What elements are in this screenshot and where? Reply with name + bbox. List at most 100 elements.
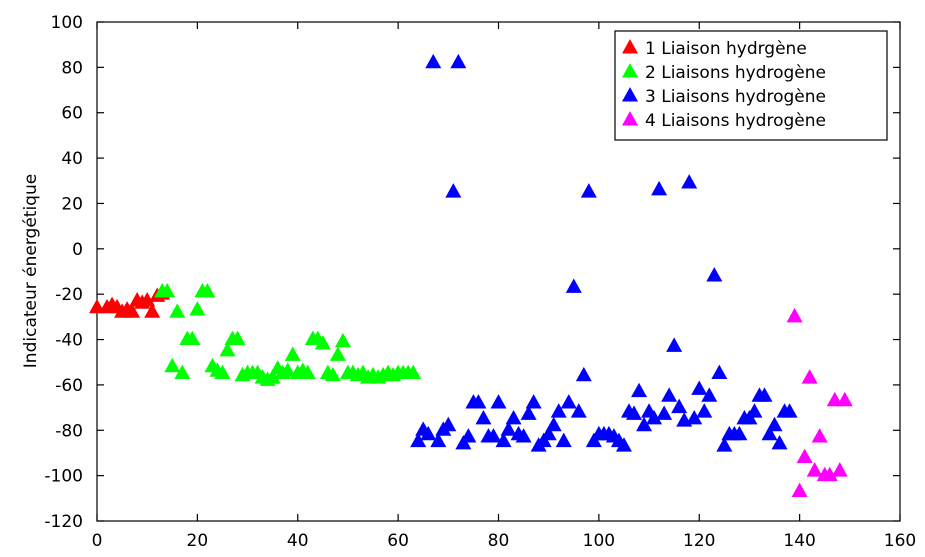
x-tick-label: 0 — [92, 531, 103, 551]
data-point-series-3 — [661, 387, 678, 402]
data-point-series-3 — [691, 380, 708, 395]
y-tick-label: -40 — [55, 331, 83, 351]
data-point-series-4 — [791, 482, 808, 497]
data-point-series-2 — [229, 330, 246, 346]
data-point-series-3 — [545, 416, 562, 432]
data-point-series-3 — [696, 403, 713, 418]
data-point-series-3 — [756, 387, 773, 402]
y-tick-labels: -120 -100 -80 -60 -40 -20 0 20 40 60 80 100 — [44, 13, 83, 532]
x-tick-label: 40 — [287, 531, 309, 551]
legend-label: 1 Liaison hydrgène — [645, 39, 807, 59]
data-point-series-3 — [445, 183, 462, 198]
data-point-series-3 — [781, 403, 798, 418]
x-tick-label: 120 — [683, 531, 715, 551]
data-point-series-3 — [430, 432, 447, 448]
data-point-series-2 — [324, 366, 341, 382]
x-tick-label: 60 — [387, 531, 409, 551]
data-point-series-2 — [189, 301, 206, 316]
data-point-series-3 — [575, 366, 592, 382]
y-tick-label: -80 — [55, 421, 83, 441]
data-point-series-3 — [636, 416, 653, 432]
data-point-series-3 — [450, 53, 467, 69]
x-tick-label: 160 — [884, 531, 916, 551]
legend-label: 2 Liaisons hydrogène — [645, 63, 826, 83]
legend-marker — [622, 111, 638, 126]
data-point-series-1 — [144, 303, 161, 318]
data-point-series-3 — [651, 180, 668, 196]
data-point-series-4 — [831, 462, 848, 477]
data-point-series-2 — [279, 362, 296, 377]
tick-marks — [96, 21, 901, 522]
data-point-series-3 — [671, 398, 688, 414]
data-point-series-3 — [500, 421, 517, 436]
legend-box — [614, 30, 888, 141]
legend-marker — [622, 87, 638, 102]
data-point-series-1 — [89, 298, 105, 314]
data-point-series-3 — [666, 337, 683, 352]
data-point-series-3 — [515, 428, 532, 443]
data-point-series-4 — [786, 307, 803, 323]
data-point-series-3 — [565, 278, 582, 293]
y-tick-label: -120 — [44, 512, 83, 532]
data-point-series-4 — [801, 369, 818, 384]
data-point-series-4 — [826, 391, 843, 407]
data-point-series-3 — [560, 394, 577, 409]
data-point-series-3 — [711, 364, 728, 380]
data-point-series-3 — [490, 394, 507, 409]
data-point-series-2 — [164, 357, 181, 373]
data-point-series-3 — [771, 434, 788, 450]
y-tick-label: 100 — [51, 13, 83, 33]
data-point-series-3 — [475, 410, 492, 425]
data-point-series-1 — [124, 303, 141, 318]
data-point-series-3 — [656, 405, 673, 420]
data-point-series-2 — [299, 364, 316, 380]
data-point-series-2 — [219, 341, 236, 357]
data-point-series-1 — [139, 292, 156, 307]
data-point-series-2 — [264, 369, 281, 384]
data-point-series-3 — [580, 183, 597, 198]
data-point-series-3 — [525, 394, 542, 409]
data-point-series-3 — [701, 387, 718, 402]
data-point-series-2 — [214, 364, 231, 380]
y-tick-label: -60 — [55, 376, 83, 396]
data-point-series-3 — [485, 428, 502, 443]
y-tick-label: 60 — [61, 104, 83, 124]
data-point-series-3 — [410, 432, 427, 448]
data-point-series-4 — [821, 466, 838, 482]
legend-label: 4 Liaisons hydrogène — [645, 111, 826, 131]
y-axis-title: Indicateur énergétique — [21, 174, 41, 368]
data-point-series-3 — [681, 174, 698, 189]
data-point-series-3 — [731, 425, 748, 441]
x-tick-label: 80 — [488, 531, 510, 551]
data-point-series-2 — [169, 303, 186, 318]
data-point-series-2 — [284, 346, 301, 361]
y-tick-label: 80 — [61, 58, 83, 78]
data-point-series-3 — [470, 394, 487, 409]
data-point-series-3 — [460, 428, 477, 443]
data-point-series-2 — [314, 335, 331, 350]
data-point-series-3 — [706, 267, 723, 282]
data-points — [89, 53, 853, 497]
y-tick-label: -20 — [55, 285, 83, 305]
data-point-series-2 — [199, 282, 216, 298]
legend-marker — [622, 39, 638, 54]
data-point-series-3 — [440, 416, 457, 432]
y-tick-label: 40 — [61, 149, 83, 169]
data-point-series-2 — [174, 364, 191, 380]
data-point-series-2 — [405, 364, 422, 380]
legend: 1 Liaison hydrgène 2 Liaisons hydrogène 3 … — [614, 30, 888, 141]
data-point-series-4 — [806, 462, 823, 477]
data-point-series-3 — [555, 432, 572, 448]
data-point-series-2 — [159, 282, 176, 298]
y-tick-label: 0 — [72, 240, 83, 260]
data-point-series-3 — [631, 382, 648, 398]
x-tick-label: 100 — [583, 531, 615, 551]
data-point-series-3 — [505, 410, 522, 425]
data-point-series-2 — [334, 332, 351, 348]
data-point-series-3 — [716, 437, 733, 452]
x-tick-labels: 0 20 40 60 80 100 120 140 160 — [92, 531, 917, 551]
data-point-series-2 — [184, 330, 201, 346]
y-tick-label: 20 — [61, 194, 83, 214]
data-point-series-3 — [615, 437, 632, 452]
